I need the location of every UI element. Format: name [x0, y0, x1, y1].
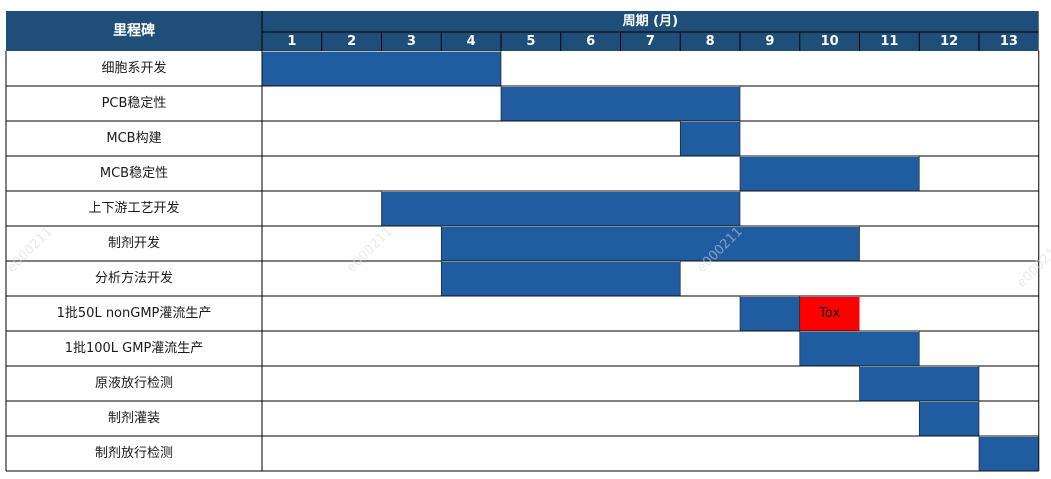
task-bar — [441, 227, 860, 261]
task-bar — [740, 297, 800, 331]
milestone-header: 里程碑 — [113, 22, 155, 39]
watermark: e000211 — [1014, 239, 1051, 290]
task-bar — [262, 52, 501, 86]
task-label: 细胞系开发 — [101, 60, 166, 76]
task-label: MCB稳定性 — [100, 165, 168, 181]
month-label-13: 13 — [1000, 34, 1018, 49]
month-label-11: 11 — [880, 34, 898, 49]
task-label: 分析方法开发 — [95, 270, 173, 286]
task-bar — [740, 157, 920, 191]
task-label: 制剂灌装 — [108, 411, 160, 426]
task-bar — [859, 367, 979, 401]
task-bar-outline — [739, 295, 801, 332]
task-label: 制剂开发 — [108, 235, 160, 251]
tox-label: Tox — [818, 306, 840, 321]
tox-bar — [799, 297, 860, 331]
task-bar-outline — [679, 120, 741, 157]
period-header: 周期 (月) — [623, 14, 678, 29]
month-label-2: 2 — [347, 34, 356, 49]
task-bar — [799, 332, 920, 366]
month-label-9: 9 — [765, 34, 774, 49]
month-label-6: 6 — [586, 34, 595, 49]
task-label: 上下游工艺开发 — [88, 200, 179, 216]
task-label: 原液放行检测 — [95, 376, 173, 391]
task-bar — [680, 122, 740, 156]
task-bar — [919, 402, 979, 436]
month-label-1: 1 — [287, 34, 296, 49]
task-bar-outline — [918, 400, 980, 437]
task-label: MCB构建 — [106, 131, 161, 146]
task-bar-outline — [440, 260, 681, 297]
task-label: 1批100L GMP灌流生产 — [65, 341, 204, 356]
month-label-8: 8 — [706, 34, 715, 49]
month-label-5: 5 — [526, 34, 535, 49]
month-label-10: 10 — [821, 34, 839, 49]
header-band — [6, 11, 1039, 51]
month-label-4: 4 — [467, 34, 476, 49]
task-bar — [441, 262, 681, 296]
month-label-12: 12 — [940, 34, 958, 49]
task-label: 制剂放行检测 — [95, 446, 173, 461]
task-label: 1批50L nonGMP灌流生产 — [57, 306, 212, 321]
task-bar-outline — [500, 85, 741, 122]
task-bar — [501, 87, 740, 121]
task-bar-outline — [261, 50, 502, 87]
watermark: e000211 — [4, 224, 55, 275]
task-bar-outline — [978, 435, 1040, 472]
watermark: e000211 — [344, 224, 395, 275]
task-label: PCB稳定性 — [102, 95, 167, 111]
task-bar — [381, 192, 740, 226]
task-bar-outline — [739, 155, 920, 192]
month-label-7: 7 — [646, 34, 655, 49]
task-bar — [979, 437, 1039, 471]
month-label-3: 3 — [407, 34, 416, 49]
